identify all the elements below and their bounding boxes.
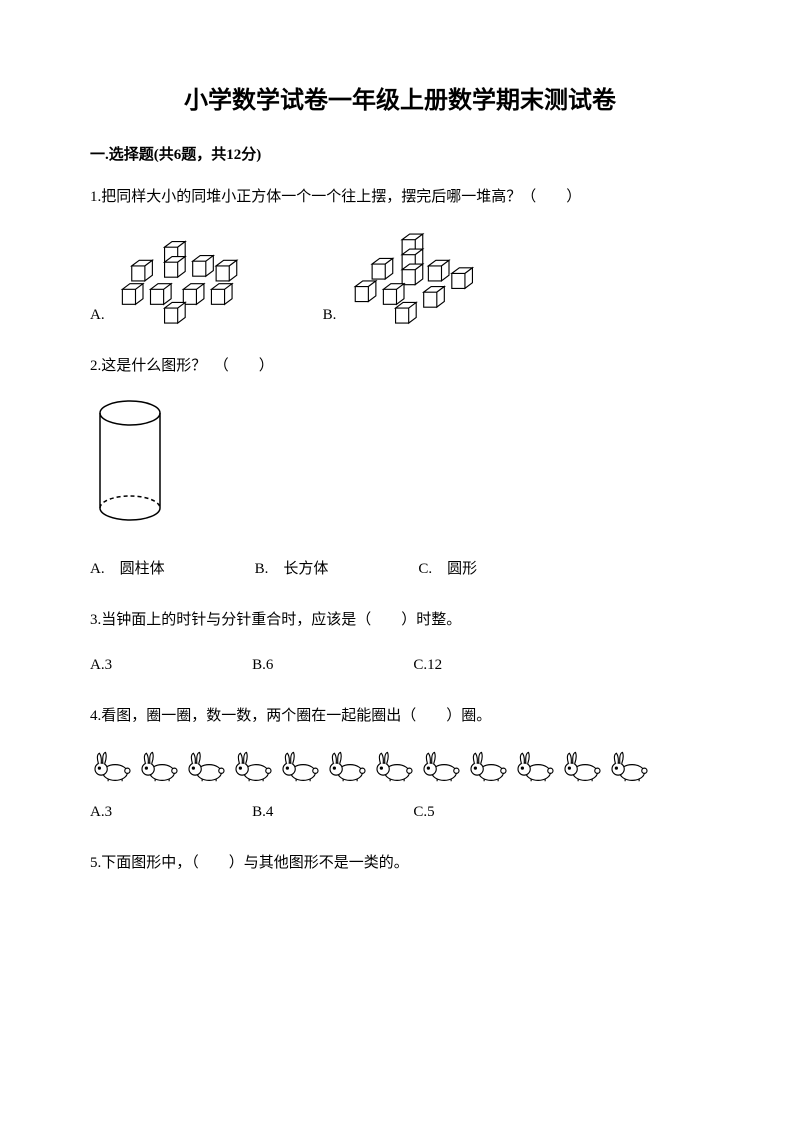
rabbit-icon — [90, 748, 135, 783]
q2-text: 2.这是什么图形？ （ ） — [90, 353, 710, 380]
question-1: 1.把同样大小的同堆小正方体一个一个往上摆，摆完后哪一堆高？（ ） A. — [90, 184, 710, 329]
q2-optA: A. 圆柱体 — [90, 556, 165, 583]
q3-optB: B.6 — [252, 652, 273, 679]
rabbit-icon — [372, 748, 417, 783]
q2-options: A. 圆柱体 B. 长方体 C. 圆形 — [90, 556, 710, 583]
q3-optA: A.3 — [90, 652, 112, 679]
rabbit-icon — [513, 748, 558, 783]
q4-options: A.3 B.4 C.5 — [90, 799, 710, 826]
q4-optC: C.5 — [413, 799, 434, 826]
rabbit-icon — [325, 748, 370, 783]
rabbit-icon — [466, 748, 511, 783]
rabbit-icon — [137, 748, 182, 783]
q1-option-a: A. — [90, 229, 263, 329]
q4-text: 4.看图，圈一圈，数一数，两个圈在一起能圈出（ ）圈。 — [90, 703, 710, 730]
page-title: 小学数学试卷一年级上册数学期末测试卷 — [90, 80, 710, 115]
q4-optB: B.4 — [252, 799, 273, 826]
question-4: 4.看图，圈一圈，数一数，两个圈在一起能圈出（ ）圈。 — [90, 703, 710, 826]
rabbit-icon — [231, 748, 276, 783]
q4-optA: A.3 — [90, 799, 112, 826]
rabbit-icon — [184, 748, 229, 783]
question-5: 5.下面图形中，（ ）与其他图形不是一类的。 — [90, 850, 710, 877]
rabbit-icon — [278, 748, 323, 783]
q5-text: 5.下面图形中，（ ）与其他图形不是一类的。 — [90, 850, 710, 877]
q3-optC: C.12 — [413, 652, 442, 679]
rabbit-icon — [419, 748, 464, 783]
cubes-b-icon — [344, 229, 494, 329]
q1-optB-label: B. — [323, 302, 337, 329]
q1-text: 1.把同样大小的同堆小正方体一个一个往上摆，摆完后哪一堆高？（ ） — [90, 184, 710, 211]
q2-optC: C. 圆形 — [418, 556, 477, 583]
question-2: 2.这是什么图形？ （ ） A. 圆柱体 B. 长方体 C. 圆形 — [90, 353, 710, 583]
q3-options: A.3 B.6 C.12 — [90, 652, 710, 679]
q1-option-b: B. — [323, 229, 495, 329]
cubes-a-icon — [113, 229, 263, 329]
question-3: 3.当钟面上的时针与分针重合时，应该是（ ）时整。 A.3 B.6 C.12 — [90, 607, 710, 679]
q2-optB: B. 长方体 — [255, 556, 329, 583]
cylinder-icon — [90, 398, 170, 528]
rabbit-icon — [560, 748, 605, 783]
q1-optA-label: A. — [90, 302, 105, 329]
rabbit-icon — [607, 748, 652, 783]
rabbits-row — [90, 748, 710, 783]
q3-text: 3.当钟面上的时针与分针重合时，应该是（ ）时整。 — [90, 607, 710, 634]
section-header: 一.选择题(共6题，共12分) — [90, 143, 710, 164]
